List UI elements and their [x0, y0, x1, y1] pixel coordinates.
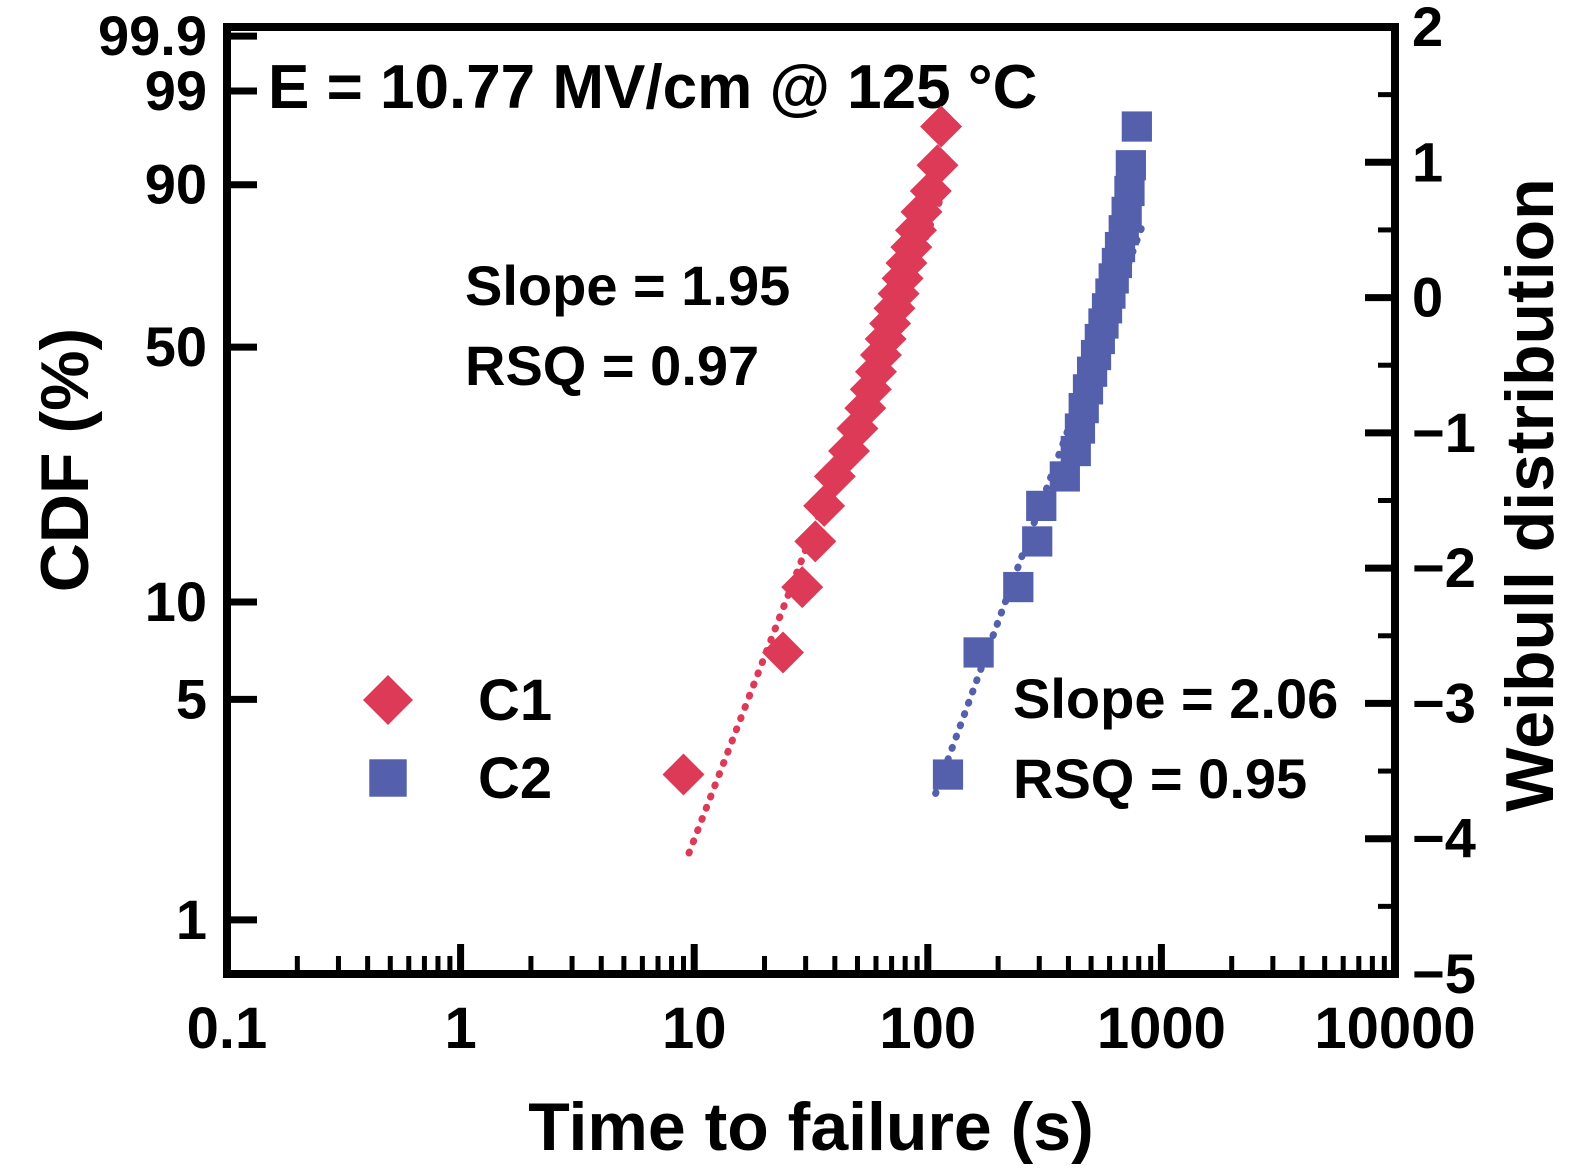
x-tick-label: 10000 [1314, 996, 1475, 1061]
right-tick-label: 0 [1412, 266, 1443, 329]
data-point-square [369, 759, 407, 797]
data-point-diamond [762, 631, 805, 674]
left-tick-label: 5 [176, 667, 207, 730]
left-tick-label: 99 [145, 59, 207, 122]
data-point-square [1049, 461, 1080, 492]
left-tick-label: 1 [176, 888, 207, 951]
plot-title-text: E = 10.77 MV/cm @ 125 °C [268, 53, 1037, 122]
annotation-c2: Slope = 2.06 RSQ = 0.95 [1013, 667, 1338, 810]
left-y-axis-title: CDF (%) [27, 328, 103, 592]
data-point-square [1121, 111, 1152, 142]
right-y-axis-title: Weibull distribution [1492, 178, 1568, 811]
x-axis: 0.1 1 10 100 1000 10000 Time to failure (s) [187, 944, 1476, 1165]
left-tick-label: 99.9 [98, 4, 207, 67]
fit-line [685, 184, 949, 857]
left-tick-label: 10 [145, 570, 207, 633]
annotation-line: RSQ = 0.95 [1013, 747, 1307, 810]
data-point-diamond [920, 105, 963, 148]
right-tick-label: 2 [1412, 0, 1443, 58]
right-tick-label: −5 [1412, 942, 1476, 1005]
data-point-diamond [794, 520, 837, 563]
left-y-axis: 99.999 90 50 10 5 1 CDF (%) [27, 4, 257, 951]
right-tick-label: −2 [1412, 536, 1476, 599]
data-point-square [963, 637, 994, 668]
left-tick-label: 50 [145, 315, 207, 378]
data-point-diamond [662, 753, 705, 796]
annotation-line: Slope = 2.06 [1013, 667, 1338, 730]
data-point-square [1114, 175, 1145, 207]
data-point-square [1022, 526, 1053, 557]
data-point-diamond [781, 566, 824, 609]
annotation-line: Slope = 1.95 [465, 254, 790, 317]
x-axis-title: Time to failure (s) [528, 1089, 1094, 1165]
plot-frame [223, 23, 1399, 978]
right-y-axis: 2 1 0 −1 −2 −3 −4 −5 Weibull distribution [1365, 0, 1568, 1005]
plot-title: E = 10.77 MV/cm @ 125 °C [268, 53, 1037, 122]
right-tick-label: −1 [1412, 401, 1476, 464]
annotation-line: RSQ = 0.97 [465, 334, 759, 397]
data-point-square [1026, 490, 1057, 521]
data-point-square [1003, 571, 1034, 603]
series-c1-points [662, 105, 963, 796]
series-c1-fit-line [685, 184, 949, 857]
x-tick-label: 1 [444, 996, 476, 1061]
legend-label: C1 [478, 668, 552, 733]
data-point-square [932, 759, 964, 790]
series-c2-points [932, 111, 1152, 790]
x-tick-label: 1000 [1097, 996, 1226, 1061]
data-point-square [1115, 150, 1146, 181]
data-point-diamond [916, 144, 959, 187]
right-tick-label: −4 [1412, 807, 1476, 870]
x-tick-label: 10 [662, 996, 727, 1061]
left-tick-label: 90 [145, 153, 207, 216]
x-tick-label: 0.1 [187, 996, 268, 1061]
right-tick-label: 1 [1412, 130, 1443, 193]
x-tick-label: 100 [879, 996, 976, 1061]
data-point-diamond [363, 675, 413, 725]
legend-label: C2 [478, 746, 552, 811]
right-tick-label: −3 [1412, 671, 1476, 734]
annotation-c1: Slope = 1.95 RSQ = 0.97 [465, 254, 790, 397]
